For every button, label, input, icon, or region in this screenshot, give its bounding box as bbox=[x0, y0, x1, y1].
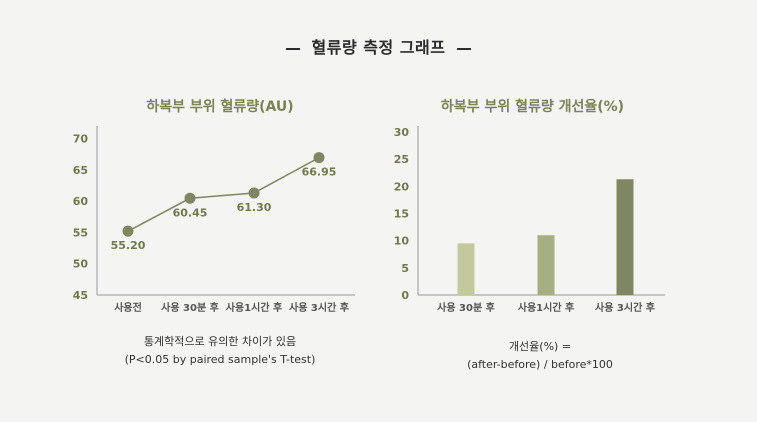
bar-chart-y-tick: 15 bbox=[394, 208, 409, 221]
bar-chart-y-tick: 5 bbox=[401, 262, 409, 275]
line-chart-x-tick: 사용 30분 후 bbox=[161, 301, 219, 314]
bar-chart-x-tick: 사용 30분 후 bbox=[437, 301, 495, 314]
line-data-label: 55.20 bbox=[111, 239, 146, 252]
bar bbox=[616, 179, 634, 295]
line-data-label: 66.95 bbox=[302, 166, 337, 179]
bar-chart-y-tick: 20 bbox=[394, 180, 410, 193]
bar-chart-y-tick: 30 bbox=[394, 126, 410, 139]
bar-chart-title: 하복부 부위 혈류량 개선율(%) bbox=[440, 99, 625, 115]
line-chart-x-tick: 사용 3시간 후 bbox=[289, 301, 349, 314]
bar bbox=[537, 235, 555, 295]
line-chart-y-tick: 65 bbox=[73, 164, 88, 177]
bar-chart-x-tick: 사용1시간 후 bbox=[518, 301, 574, 314]
line-chart-y-tick: 45 bbox=[73, 289, 88, 302]
line-chart-title: 하복부 부위 혈류량(AU) bbox=[146, 99, 294, 115]
bar-chart-note: 개선율(%) = (after-before) / before*100 bbox=[410, 338, 670, 374]
line-point bbox=[122, 225, 134, 237]
line-chart-y-tick: 50 bbox=[73, 258, 89, 271]
line-chart-y-tick: 60 bbox=[73, 195, 89, 208]
bar-chart-y-tick: 10 bbox=[394, 235, 410, 248]
bar-chart-y-tick: 0 bbox=[401, 289, 409, 302]
line-chart-x-tick: 사용전 bbox=[114, 301, 142, 314]
line-series bbox=[127, 156, 320, 232]
line-data-label: 60.45 bbox=[173, 206, 208, 219]
title-dash-right bbox=[457, 47, 472, 50]
line-chart-note-line1: 통계학적으로 유의한 차이가 있음 bbox=[143, 335, 297, 348]
line-point bbox=[248, 187, 260, 199]
line-chart-note: 통계학적으로 유의한 차이가 있음 (P<0.05 by paired samp… bbox=[85, 333, 355, 369]
bar-chart-note-line1: 개선율(%) = bbox=[508, 340, 572, 353]
bar-chart-x-tick: 사용 3시간 후 bbox=[595, 301, 655, 314]
line-chart-y-tick: 70 bbox=[73, 133, 89, 146]
line-point bbox=[313, 152, 325, 164]
bar-chart-note-line2: (after-before) / before*100 bbox=[467, 358, 613, 371]
line-chart-y-tick: 55 bbox=[73, 226, 88, 239]
line-data-label: 61.30 bbox=[237, 201, 272, 214]
bar bbox=[457, 243, 475, 295]
line-point bbox=[184, 192, 196, 204]
title-dash-left bbox=[285, 47, 300, 50]
line-chart-x-tick: 사용1시간 후 bbox=[226, 301, 282, 314]
bar-chart-y-tick: 25 bbox=[394, 153, 409, 166]
page-title-text: 혈류량 측정 그래프 bbox=[311, 38, 446, 57]
page-title: 혈류량 측정 그래프 bbox=[0, 34, 757, 58]
line-chart-note-line2: (P<0.05 by paired sample's T-test) bbox=[124, 353, 316, 366]
